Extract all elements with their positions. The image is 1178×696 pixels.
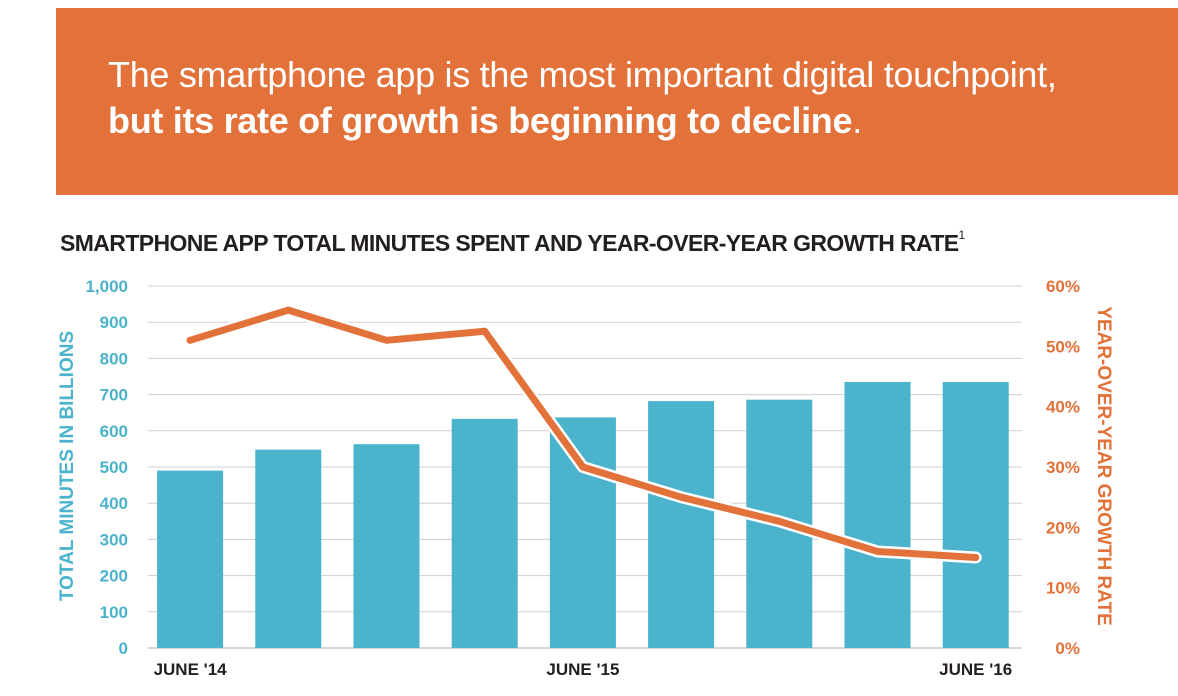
headline-period: . bbox=[852, 100, 862, 141]
bar bbox=[451, 418, 518, 648]
y-left-tick-label: 400 bbox=[100, 494, 128, 513]
chart-title-footnote: 1 bbox=[958, 228, 966, 242]
y-left-tick-label: 900 bbox=[100, 313, 128, 332]
y-right-tick-label: 10% bbox=[1046, 579, 1080, 598]
growth-rate-point bbox=[972, 554, 980, 561]
headline: The smartphone app is the most important… bbox=[108, 52, 1057, 144]
y-right-tick-label: 60% bbox=[1046, 277, 1080, 296]
y-left-tick-label: 1,000 bbox=[85, 277, 128, 296]
y-right-axis-title: YEAR-OVER-YEAR GROWTH RATE bbox=[1093, 306, 1114, 625]
growth-rate-point bbox=[284, 306, 292, 314]
chart-title: SMARTPHONE APP TOTAL MINUTES SPENT AND Y… bbox=[60, 228, 966, 257]
y-right-tick-label: 30% bbox=[1046, 458, 1080, 477]
growth-rate-point bbox=[186, 336, 194, 344]
x-tick-label: JUNE '15 bbox=[546, 660, 619, 679]
growth-rate-point bbox=[481, 327, 489, 335]
y-left-tick-label: 300 bbox=[100, 530, 128, 549]
headline-banner bbox=[56, 8, 1178, 195]
y-right-tick-label: 20% bbox=[1046, 518, 1080, 537]
y-left-tick-label: 200 bbox=[100, 567, 128, 586]
y-left-tick-label: 700 bbox=[100, 386, 128, 405]
growth-rate-point bbox=[677, 493, 685, 501]
y-right-tick-label: 40% bbox=[1046, 398, 1080, 417]
growth-rate-point bbox=[775, 517, 783, 525]
growth-rate-point bbox=[874, 547, 881, 555]
y-left-tick-label: 100 bbox=[100, 603, 128, 622]
bar bbox=[157, 470, 224, 648]
y-left-tick-label: 600 bbox=[100, 422, 128, 441]
bar bbox=[648, 401, 715, 648]
y-right-tick-label: 0% bbox=[1055, 639, 1080, 658]
bar bbox=[255, 449, 322, 648]
y-left-tick-label: 0 bbox=[119, 639, 128, 658]
chart-title-text: SMARTPHONE APP TOTAL MINUTES SPENT AND Y… bbox=[60, 230, 959, 256]
y-left-tick-label: 500 bbox=[100, 458, 128, 477]
headline-line-1: The smartphone app is the most important… bbox=[108, 54, 1057, 95]
bar bbox=[353, 444, 420, 648]
bar bbox=[942, 381, 1009, 648]
y-left-tick-label: 800 bbox=[100, 349, 128, 368]
growth-rate-point bbox=[383, 336, 390, 344]
growth-rate-point bbox=[579, 463, 587, 471]
y-right-tick-label: 50% bbox=[1046, 337, 1080, 356]
headline-line-2-text: but its rate of growth is beginning to d… bbox=[108, 100, 853, 141]
y-left-axis-title: TOTAL MINUTES IN BILLIONS bbox=[57, 331, 78, 601]
x-tick-label: JUNE '14 bbox=[154, 660, 228, 679]
x-tick-label: JUNE '16 bbox=[939, 660, 1012, 679]
bar bbox=[844, 381, 911, 648]
bar bbox=[549, 417, 616, 648]
headline-line-2: but its rate of growth is beginning to d… bbox=[108, 98, 1057, 144]
